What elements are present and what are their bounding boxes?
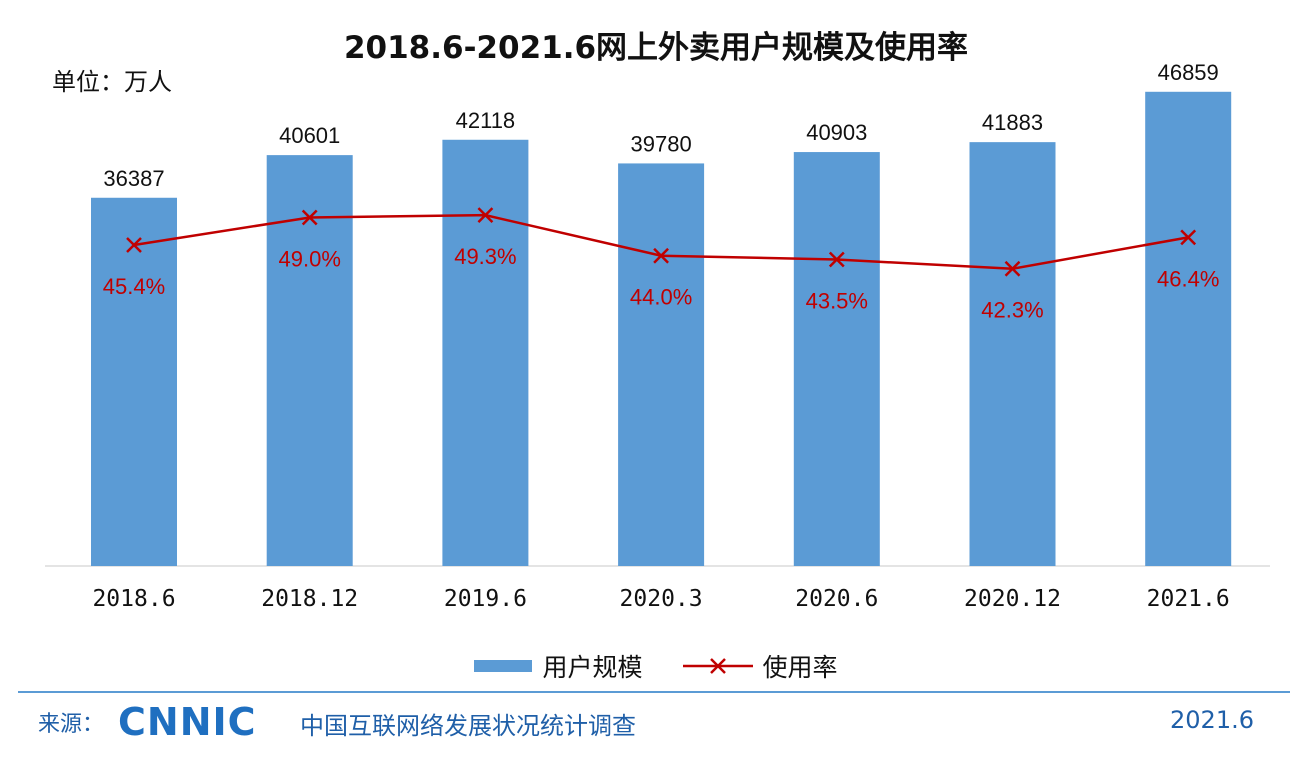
bar-2020.6 xyxy=(793,152,880,566)
legend-line-swatch xyxy=(682,658,753,674)
rate-value-label: 46.4% xyxy=(1157,266,1219,291)
bar-value-label: 46859 xyxy=(1158,60,1219,85)
footer-survey-name: 中国互联网络发展状况统计调查 xyxy=(300,712,636,740)
x-tick-label: 2019.6 xyxy=(444,586,527,612)
rate-value-label: 44.0% xyxy=(630,285,692,310)
chart-title: 2018.6-2021.6网上外卖用户规模及使用率 xyxy=(343,30,969,66)
x-tick-label: 2018.6 xyxy=(92,586,175,612)
chart-plot: 36387 40601 42118 39780 40903 41883 46859 45.4… xyxy=(45,60,1270,612)
rate-value-label: 45.4% xyxy=(103,274,165,299)
rate-value-label: 43.5% xyxy=(806,289,868,314)
legend-bar-label: 用户规模 xyxy=(542,653,643,682)
bar-2020.3 xyxy=(618,163,705,567)
rate-marker xyxy=(653,247,669,264)
rate-marker xyxy=(301,209,318,226)
bar-2019.6 xyxy=(442,139,529,566)
footer-source-label: 来源： xyxy=(38,712,105,737)
x-tick-label: 2021.6 xyxy=(1147,586,1230,612)
unit-label: 单位：万人 xyxy=(52,68,172,96)
x-tick-label: 2020.3 xyxy=(620,586,703,612)
cnnic-logo: CNNIC xyxy=(118,700,257,744)
rate-marker xyxy=(1180,229,1197,246)
legend: 用户规模 使用率 xyxy=(0,648,1312,684)
rate-marker xyxy=(477,207,494,224)
bar-2018.12 xyxy=(266,155,353,567)
legend-bar-swatch xyxy=(474,660,533,672)
footer-date: 2021.6 xyxy=(1170,706,1254,734)
bar-2021.6 xyxy=(1145,91,1232,566)
legend-line-label: 使用率 xyxy=(762,653,838,682)
rate-marker xyxy=(1004,260,1021,277)
rate-value-label: 49.3% xyxy=(454,244,516,269)
x-tick-label: 2018.12 xyxy=(261,586,358,612)
bar-value-label: 39780 xyxy=(631,131,692,156)
x-tick-label: 2020.6 xyxy=(795,586,878,612)
legend-item-line: 使用率 xyxy=(682,648,838,684)
bar-2018.6 xyxy=(91,197,177,567)
bar-value-label: 40903 xyxy=(806,120,867,145)
bar-value-label: 40601 xyxy=(279,123,340,148)
bar-2020.12 xyxy=(969,142,1056,566)
x-tick-label: 2020.12 xyxy=(964,586,1061,612)
rate-value-label: 42.3% xyxy=(981,298,1043,323)
rate-value-label: 49.0% xyxy=(279,246,341,271)
bar-value-label: 36387 xyxy=(103,166,164,191)
bar-value-label: 42118 xyxy=(456,108,516,133)
rate-marker xyxy=(126,237,142,253)
legend-item-bar: 用户规模 xyxy=(474,648,643,684)
bar-value-label: 41883 xyxy=(982,110,1043,135)
footer-divider xyxy=(18,691,1290,693)
rate-marker xyxy=(828,251,845,268)
